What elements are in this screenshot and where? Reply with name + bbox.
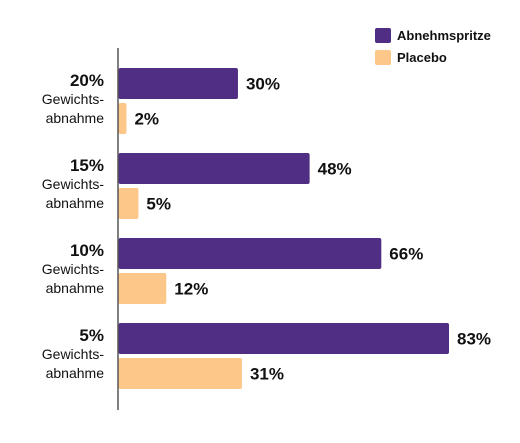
category-label-line: Gewichts-	[42, 91, 105, 107]
value-label: 31%	[250, 365, 284, 384]
category-label-line: Gewichts-	[42, 346, 105, 362]
category-label-line: abnahme	[46, 195, 105, 211]
legend-swatch-placebo	[375, 50, 391, 65]
category-label-line: abnahme	[46, 280, 105, 296]
category-label-pct: 10%	[70, 241, 104, 260]
bar-abnehmspritze-3	[118, 323, 449, 354]
bars: 30% 2% 48% 5% 66% 12% 83% 31%	[118, 68, 491, 389]
category-label-pct: 15%	[70, 156, 104, 175]
value-label: 48%	[318, 160, 352, 179]
legend-label-placebo: Placebo	[397, 50, 447, 65]
value-label: 2%	[134, 110, 159, 129]
bar-abnehmspritze-2	[118, 238, 382, 269]
category-label-line: Gewichts-	[42, 261, 105, 277]
value-label: 66%	[389, 245, 423, 264]
bar-abnehmspritze-0	[118, 68, 238, 99]
category-label-line: abnahme	[46, 365, 105, 381]
bar-placebo-3	[118, 358, 242, 389]
legend-label-abnehmspritze: Abnehmspritze	[397, 28, 491, 43]
legend-swatch-abnehmspritze	[375, 28, 391, 43]
value-label: 83%	[457, 330, 491, 349]
value-label: 12%	[174, 280, 208, 299]
bar-abnehmspritze-1	[118, 153, 310, 184]
legend: Abnehmspritze Placebo	[375, 28, 491, 65]
category-label-pct: 5%	[79, 326, 104, 345]
category-label-pct: 20%	[70, 71, 104, 90]
bar-placebo-2	[118, 273, 167, 304]
value-label: 5%	[146, 195, 171, 214]
bar-placebo-1	[118, 188, 139, 219]
category-label-line: abnahme	[46, 110, 105, 126]
bar-placebo-0	[118, 103, 127, 134]
category-labels: 20%Gewichts-abnahme15%Gewichts-abnahme10…	[42, 71, 105, 381]
category-label-line: Gewichts-	[42, 176, 105, 192]
value-label: 30%	[246, 75, 280, 94]
